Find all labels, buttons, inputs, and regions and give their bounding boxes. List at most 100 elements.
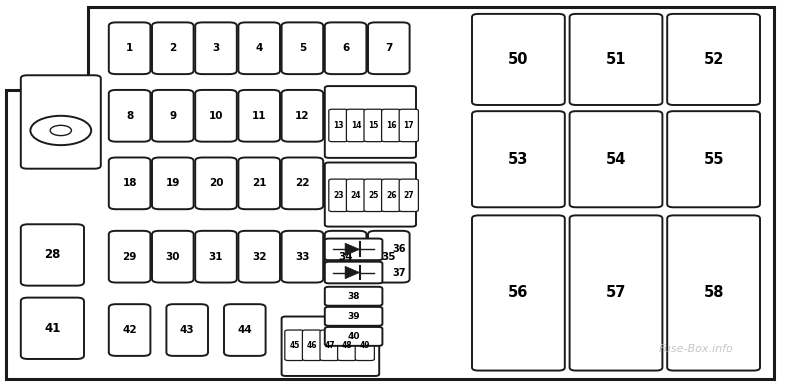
Text: 2: 2 <box>169 43 177 53</box>
FancyBboxPatch shape <box>285 330 304 361</box>
FancyBboxPatch shape <box>364 109 383 142</box>
FancyBboxPatch shape <box>325 239 382 260</box>
FancyBboxPatch shape <box>325 231 366 283</box>
Polygon shape <box>345 243 359 256</box>
FancyBboxPatch shape <box>195 231 237 283</box>
Text: 3: 3 <box>212 43 220 53</box>
FancyBboxPatch shape <box>667 111 760 207</box>
Text: 17: 17 <box>403 121 414 130</box>
Text: 35: 35 <box>382 252 396 262</box>
FancyBboxPatch shape <box>282 317 379 376</box>
Text: 6: 6 <box>342 43 350 53</box>
Text: 41: 41 <box>44 322 61 335</box>
Text: 26: 26 <box>386 191 397 200</box>
FancyBboxPatch shape <box>21 75 101 169</box>
FancyBboxPatch shape <box>238 22 280 74</box>
Text: 36: 36 <box>392 244 406 254</box>
FancyBboxPatch shape <box>368 22 410 74</box>
Text: 7: 7 <box>385 43 393 53</box>
FancyBboxPatch shape <box>152 22 194 74</box>
FancyBboxPatch shape <box>329 179 348 212</box>
Text: 10: 10 <box>209 111 223 121</box>
Text: 38: 38 <box>347 292 360 301</box>
Text: 21: 21 <box>252 178 266 188</box>
FancyBboxPatch shape <box>570 111 662 207</box>
FancyBboxPatch shape <box>238 157 280 209</box>
FancyBboxPatch shape <box>109 90 150 142</box>
Text: 18: 18 <box>122 178 137 188</box>
Text: 45: 45 <box>290 341 299 350</box>
FancyBboxPatch shape <box>109 231 150 283</box>
FancyBboxPatch shape <box>320 330 339 361</box>
Text: 20: 20 <box>209 178 223 188</box>
Text: 28: 28 <box>44 249 61 261</box>
Text: 50: 50 <box>508 52 529 67</box>
FancyBboxPatch shape <box>355 330 374 361</box>
Text: 43: 43 <box>180 325 194 335</box>
Circle shape <box>50 125 71 135</box>
FancyBboxPatch shape <box>109 22 150 74</box>
FancyBboxPatch shape <box>667 14 760 105</box>
FancyBboxPatch shape <box>21 224 84 286</box>
Text: 42: 42 <box>122 325 137 335</box>
FancyBboxPatch shape <box>399 109 418 142</box>
FancyBboxPatch shape <box>667 215 760 371</box>
FancyBboxPatch shape <box>472 14 565 105</box>
FancyBboxPatch shape <box>302 330 322 361</box>
Text: 19: 19 <box>166 178 180 188</box>
FancyBboxPatch shape <box>399 179 418 212</box>
FancyBboxPatch shape <box>382 109 401 142</box>
Text: 55: 55 <box>703 152 724 167</box>
Text: 40: 40 <box>347 332 360 341</box>
Text: 23: 23 <box>333 191 344 200</box>
Text: 32: 32 <box>252 252 266 262</box>
FancyBboxPatch shape <box>325 287 382 306</box>
Polygon shape <box>345 266 359 279</box>
Circle shape <box>30 116 91 145</box>
FancyBboxPatch shape <box>238 90 280 142</box>
FancyBboxPatch shape <box>152 231 194 283</box>
FancyBboxPatch shape <box>325 262 382 283</box>
FancyBboxPatch shape <box>325 327 382 346</box>
FancyBboxPatch shape <box>224 304 266 356</box>
FancyBboxPatch shape <box>152 157 194 209</box>
Text: 22: 22 <box>295 178 310 188</box>
Text: 1: 1 <box>126 43 134 53</box>
FancyBboxPatch shape <box>364 179 383 212</box>
FancyBboxPatch shape <box>282 90 323 142</box>
Text: 14: 14 <box>350 121 362 130</box>
FancyBboxPatch shape <box>570 215 662 371</box>
FancyBboxPatch shape <box>338 330 357 361</box>
Text: 29: 29 <box>122 252 137 262</box>
FancyBboxPatch shape <box>109 157 150 209</box>
Text: 31: 31 <box>209 252 223 262</box>
Text: 16: 16 <box>386 121 397 130</box>
Text: 39: 39 <box>347 312 360 321</box>
FancyBboxPatch shape <box>570 14 662 105</box>
FancyBboxPatch shape <box>472 111 565 207</box>
Text: 33: 33 <box>295 252 310 262</box>
Text: 11: 11 <box>252 111 266 121</box>
FancyBboxPatch shape <box>282 22 323 74</box>
FancyBboxPatch shape <box>166 304 208 356</box>
Text: 58: 58 <box>703 286 724 300</box>
Text: 15: 15 <box>369 121 378 130</box>
FancyBboxPatch shape <box>282 157 323 209</box>
FancyBboxPatch shape <box>325 163 416 227</box>
Text: 9: 9 <box>170 111 176 121</box>
Text: 13: 13 <box>333 121 344 130</box>
Text: 25: 25 <box>369 191 378 200</box>
FancyBboxPatch shape <box>109 304 150 356</box>
Text: 24: 24 <box>350 191 362 200</box>
Text: 54: 54 <box>606 152 626 167</box>
FancyBboxPatch shape <box>325 307 382 326</box>
FancyBboxPatch shape <box>368 231 410 283</box>
FancyBboxPatch shape <box>21 298 84 359</box>
Text: Fuse-Box.info: Fuse-Box.info <box>658 344 734 354</box>
Text: 53: 53 <box>508 152 529 167</box>
Text: 47: 47 <box>324 341 335 350</box>
Text: 34: 34 <box>338 252 353 262</box>
Text: 49: 49 <box>359 341 370 350</box>
FancyBboxPatch shape <box>382 179 401 212</box>
Polygon shape <box>6 7 774 379</box>
